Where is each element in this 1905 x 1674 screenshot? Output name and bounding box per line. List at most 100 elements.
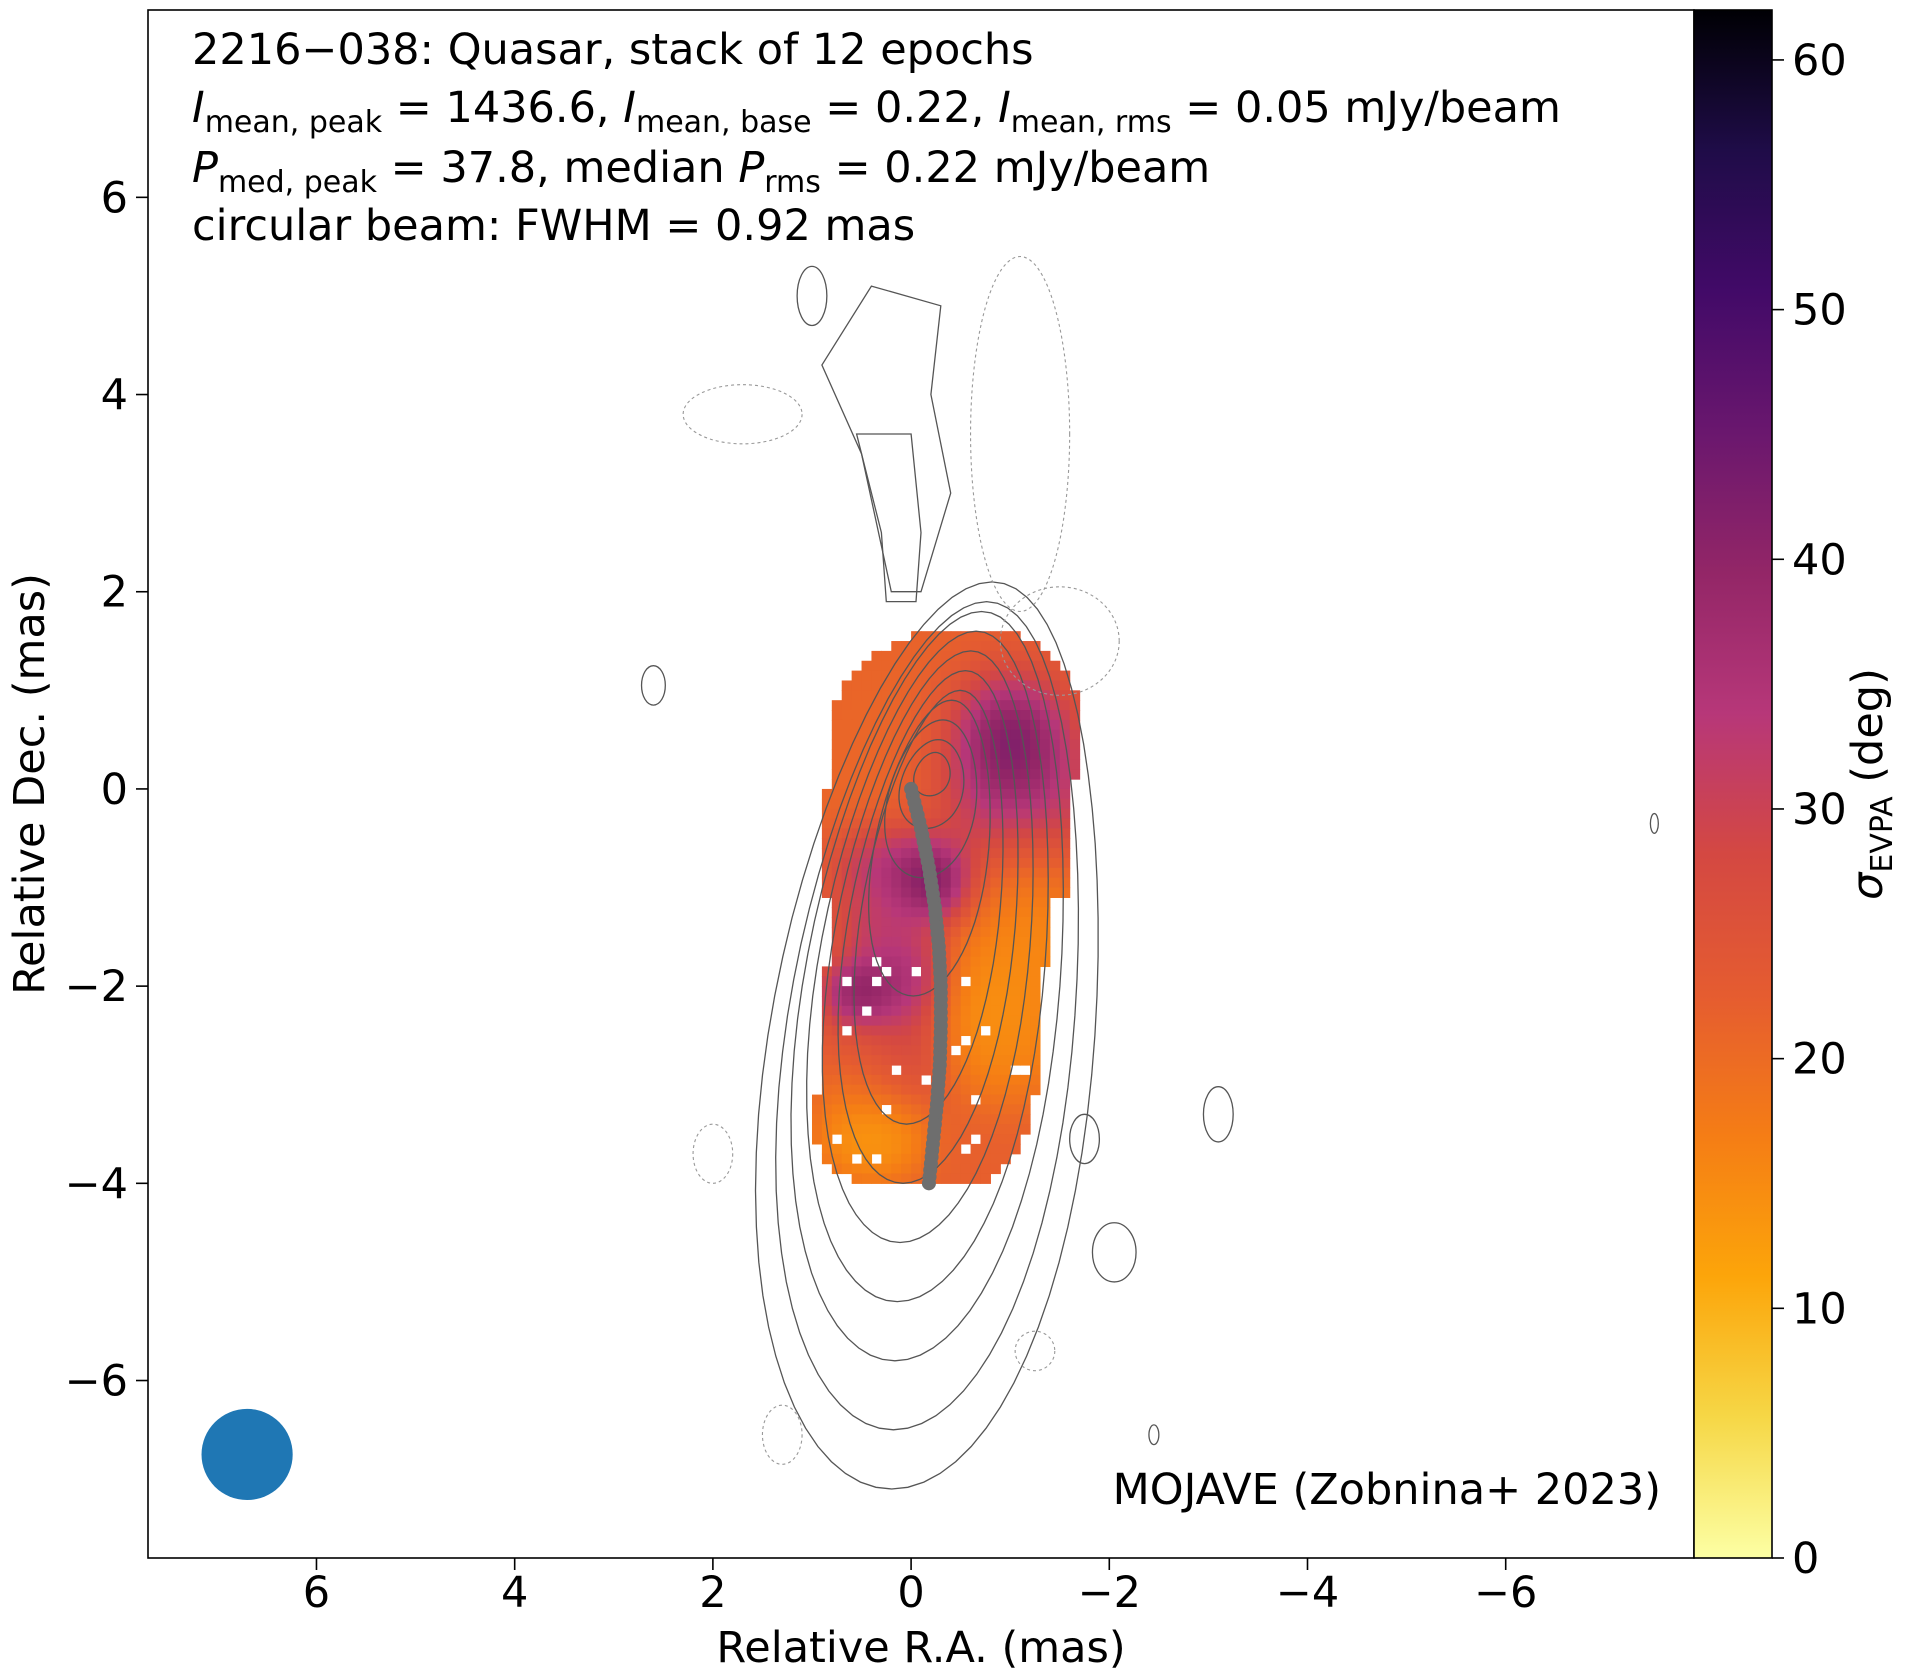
evpa-pixel bbox=[891, 1094, 902, 1106]
intensity-contour bbox=[898, 738, 965, 830]
evpa-pixel bbox=[831, 1015, 843, 1027]
evpa-pixel bbox=[1010, 926, 1021, 938]
x-tick-label: −4 bbox=[1276, 1568, 1339, 1618]
evpa-pixel bbox=[970, 749, 982, 760]
title-line-4: circular beam: FWHM = 0.92 mas bbox=[192, 201, 915, 251]
evpa-pixel bbox=[980, 1104, 991, 1115]
evpa-pixel bbox=[831, 936, 843, 948]
evpa-pixel bbox=[921, 1055, 932, 1066]
evpa-pixel bbox=[950, 1173, 962, 1184]
evpa-pixel bbox=[1030, 1005, 1041, 1017]
evpa-pixel bbox=[1020, 779, 1031, 790]
colorbar-tick-label: 60 bbox=[1792, 36, 1847, 86]
evpa-pixel bbox=[861, 769, 873, 780]
evpa-pixel bbox=[1030, 749, 1041, 760]
evpa-pixel bbox=[990, 936, 1001, 948]
evpa-pixel bbox=[980, 739, 991, 751]
evpa-pixel bbox=[970, 1104, 982, 1115]
evpa-pixel bbox=[891, 1045, 902, 1056]
evpa-pixel bbox=[950, 808, 962, 820]
evpa-pixel bbox=[1039, 917, 1051, 928]
evpa-pixel bbox=[841, 749, 853, 760]
evpa-pixel bbox=[881, 808, 892, 820]
evpa-pixel bbox=[940, 700, 952, 711]
evpa-pixel bbox=[930, 808, 942, 820]
intensity-contour bbox=[1649, 812, 1659, 834]
evpa-pixel bbox=[1020, 798, 1031, 810]
evpa-pixel bbox=[980, 759, 991, 770]
evpa-pixel bbox=[1039, 680, 1051, 691]
evpa-pixel bbox=[940, 641, 952, 652]
evpa-pixel bbox=[960, 1163, 972, 1175]
evpa-pixel bbox=[1010, 1015, 1021, 1027]
evpa-pixel bbox=[1039, 670, 1051, 682]
evpa-pixel bbox=[921, 1025, 932, 1037]
evpa-pixel bbox=[990, 1114, 1001, 1125]
evpa-pixel bbox=[1030, 907, 1041, 918]
evpa-pixel bbox=[911, 1163, 922, 1175]
evpa-pixel bbox=[901, 680, 912, 691]
evpa-pixel bbox=[970, 887, 982, 898]
evpa-pixel bbox=[1049, 749, 1061, 760]
evpa-pixel bbox=[1030, 798, 1041, 810]
evpa-pixel bbox=[1059, 798, 1071, 810]
evpa-pixel bbox=[1049, 710, 1061, 721]
evpa-pixel bbox=[980, 1173, 991, 1184]
evpa-pixel bbox=[871, 1015, 882, 1027]
evpa-pixel bbox=[811, 1094, 823, 1106]
evpa-pixel bbox=[1030, 700, 1041, 711]
evpa-pixel bbox=[841, 690, 853, 701]
evpa-pixel bbox=[831, 759, 843, 770]
evpa-pixel bbox=[1010, 848, 1021, 859]
evpa-pixel bbox=[921, 798, 932, 810]
y-tick-label: −2 bbox=[65, 962, 128, 1012]
evpa-pixel bbox=[911, 650, 922, 662]
evpa-pixel bbox=[1020, 867, 1031, 879]
evpa-pixel bbox=[930, 729, 942, 741]
evpa-pixel bbox=[990, 966, 1001, 977]
evpa-pixel bbox=[901, 1094, 912, 1106]
evpa-pixel bbox=[930, 670, 942, 682]
evpa-pixel bbox=[851, 986, 863, 997]
evpa-pixel bbox=[851, 769, 863, 780]
evpa-pixel bbox=[851, 739, 863, 751]
evpa-pixel bbox=[1000, 1134, 1011, 1145]
evpa-pixel bbox=[1059, 710, 1071, 721]
evpa-pixel bbox=[950, 917, 962, 928]
evpa-pixel bbox=[990, 1143, 1001, 1155]
evpa-pixel bbox=[831, 1104, 843, 1115]
colorbar-tick-label: 30 bbox=[1792, 785, 1847, 835]
evpa-pixel bbox=[960, 867, 972, 879]
evpa-pixel bbox=[1069, 700, 1081, 711]
evpa-pixel bbox=[861, 867, 873, 879]
evpa-pixel bbox=[950, 1035, 962, 1046]
evpa-pixel bbox=[950, 670, 962, 682]
evpa-pixel bbox=[970, 650, 982, 662]
evpa-pixel bbox=[831, 1045, 843, 1056]
evpa-pixel bbox=[921, 995, 932, 1007]
evpa-pixel bbox=[851, 1025, 863, 1037]
evpa-pixel bbox=[911, 877, 922, 889]
evpa-pixel bbox=[1000, 1114, 1011, 1125]
evpa-pixel bbox=[1059, 749, 1071, 760]
evpa-pixel bbox=[940, 660, 952, 672]
evpa-pixel bbox=[891, 660, 902, 672]
evpa-pixel bbox=[861, 936, 873, 948]
evpa-pixel bbox=[960, 1025, 972, 1037]
evpa-pixel bbox=[1010, 936, 1021, 948]
title-block: 2216−038: Quasar, stack of 12 epochs Ime… bbox=[192, 25, 1561, 251]
evpa-pixel bbox=[1000, 1153, 1011, 1165]
evpa-pixel bbox=[891, 917, 902, 928]
evpa-pixel bbox=[871, 1134, 882, 1145]
evpa-pixel bbox=[970, 729, 982, 741]
evpa-pixel bbox=[891, 818, 902, 829]
evpa-pixel bbox=[1020, 1045, 1031, 1056]
evpa-pixel bbox=[980, 1084, 991, 1096]
evpa-pixel bbox=[841, 719, 853, 731]
evpa-pixel bbox=[841, 956, 853, 968]
evpa-pixel bbox=[841, 729, 853, 741]
evpa-pixel bbox=[821, 1045, 833, 1056]
evpa-pixel bbox=[891, 1134, 902, 1145]
evpa-pixel bbox=[871, 670, 882, 682]
evpa-pixel bbox=[1030, 1025, 1041, 1037]
